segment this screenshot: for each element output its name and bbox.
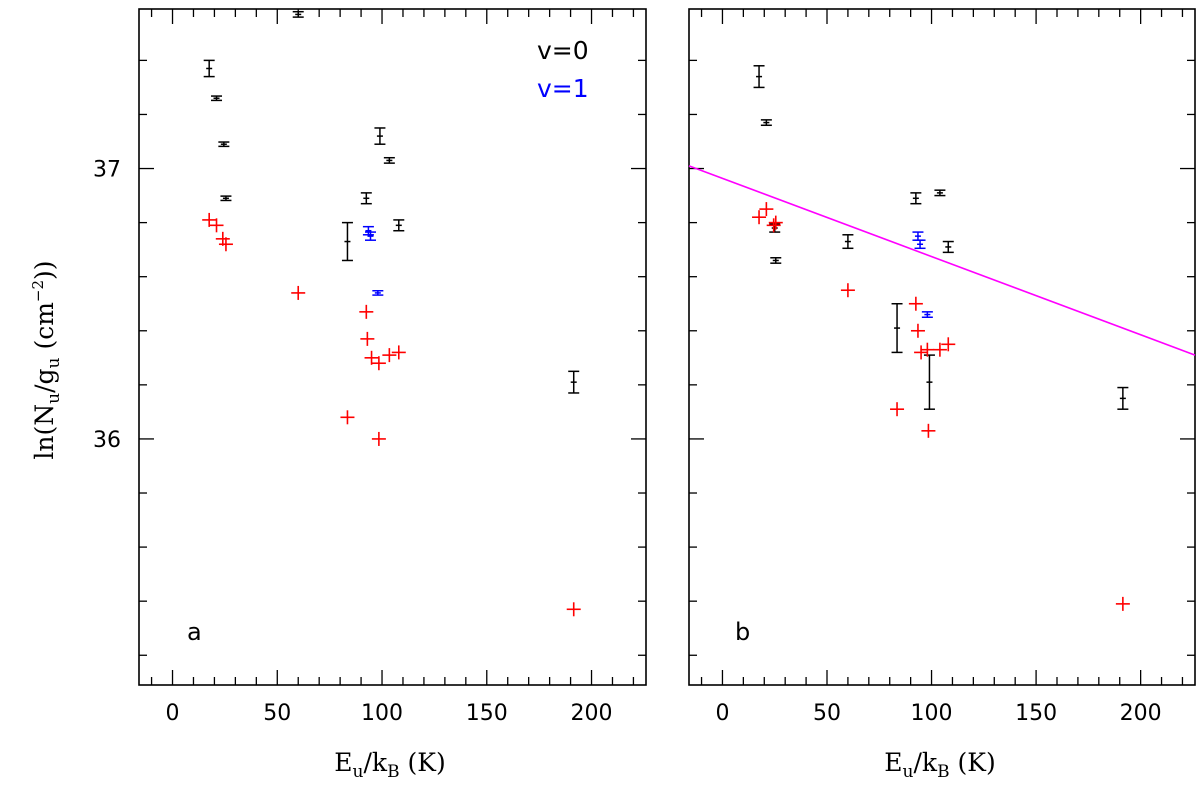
- red-point: [359, 304, 374, 319]
- v0-point: [753, 65, 765, 89]
- x-tick-label: 200: [1120, 701, 1162, 726]
- x-axis-label-b: Eu/kB (K): [884, 748, 995, 782]
- v0-point: [760, 119, 772, 127]
- panel-b: 0 50 100 150 200: [688, 8, 1196, 726]
- v0-point: [292, 10, 304, 18]
- red-point: [371, 356, 386, 371]
- red-point: [566, 602, 581, 617]
- red-point: [914, 345, 929, 360]
- legend-v0: v=0: [537, 36, 589, 65]
- panel-a: 0 50 100 150 200 36 37: [93, 8, 647, 726]
- panel-label-b: b: [735, 618, 750, 646]
- v1-point: [914, 239, 926, 250]
- x-tick-label: 100: [911, 701, 953, 726]
- v1-point: [362, 225, 374, 236]
- x-tick-label: 0: [715, 701, 729, 726]
- v1-point: [912, 231, 924, 241]
- v0-point: [393, 219, 405, 232]
- red-point: [910, 323, 925, 338]
- y-tick-label: 37: [93, 158, 121, 183]
- red-point: [340, 410, 355, 425]
- v0-point: [910, 192, 922, 205]
- v0-point: [383, 156, 395, 164]
- x-tick-label: 50: [263, 701, 291, 726]
- red-point: [766, 218, 781, 233]
- red-point: [391, 345, 406, 360]
- v0-point: [218, 141, 230, 148]
- red-point: [921, 423, 936, 438]
- plot-frame: [138, 8, 647, 686]
- red-point: [890, 402, 905, 417]
- red-point: [920, 342, 935, 357]
- v0-point: [842, 234, 854, 250]
- v0-point: [942, 240, 954, 254]
- x-tick-label: 50: [813, 701, 841, 726]
- fit-line: [688, 165, 1196, 356]
- v0-point: [220, 195, 232, 202]
- x-tick-label: 100: [361, 701, 403, 726]
- red-point: [941, 337, 956, 352]
- red-point: [209, 218, 224, 233]
- v0-point: [374, 127, 386, 145]
- v0-point: [568, 370, 580, 394]
- red-point: [752, 210, 767, 225]
- red-point: [371, 431, 386, 446]
- red-point: [202, 212, 217, 227]
- red-point: [360, 331, 375, 346]
- v0-point: [211, 95, 223, 102]
- v0-point: [341, 221, 353, 262]
- v0-point: [923, 354, 935, 410]
- x-tick-label: 150: [1015, 701, 1057, 726]
- red-point: [291, 285, 306, 300]
- y-tick-label: 36: [93, 428, 121, 453]
- x-axis-label-a: Eu/kB (K): [334, 748, 445, 782]
- red-point: [908, 296, 923, 311]
- red-point: [932, 342, 947, 357]
- plot-frame: [688, 8, 1196, 686]
- v1-point: [372, 290, 384, 296]
- v0-point: [1117, 386, 1129, 410]
- panel-label-a: a: [187, 618, 202, 646]
- red-point: [364, 350, 379, 365]
- y-axis-label: ln(Nu/gu (cm−2)): [29, 260, 64, 459]
- x-tick-label: 200: [571, 701, 613, 726]
- red-point: [218, 237, 233, 252]
- v1-point: [365, 231, 377, 241]
- red-point: [382, 348, 397, 363]
- x-tick-label: 150: [466, 701, 508, 726]
- v1-point: [921, 311, 933, 319]
- legend-v1: v=1: [537, 74, 589, 103]
- x-tick-label: 0: [166, 701, 180, 726]
- red-point: [1115, 596, 1130, 611]
- v0-point: [770, 257, 782, 264]
- v0-point: [360, 192, 372, 205]
- v0-point: [891, 302, 903, 354]
- red-point: [840, 283, 855, 298]
- v0-point: [203, 59, 215, 78]
- red-point: [768, 215, 783, 230]
- v0-point: [934, 189, 946, 197]
- red-point: [759, 202, 774, 217]
